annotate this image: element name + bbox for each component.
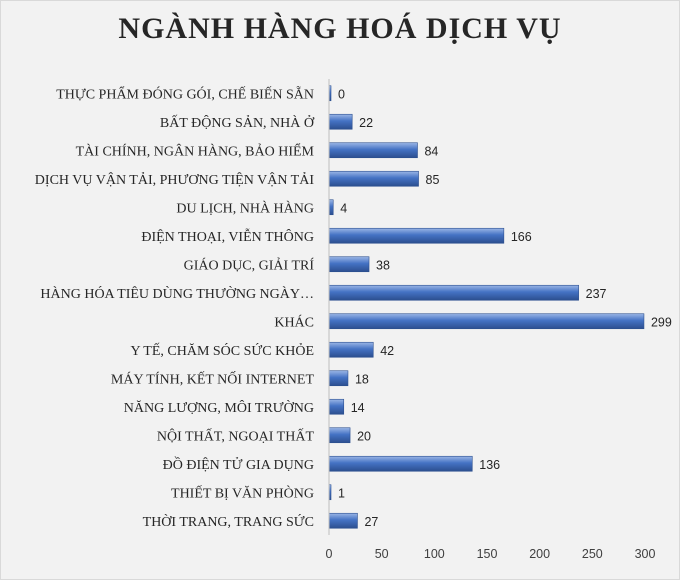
category-label: HÀNG HÓA TIÊU DÙNG THƯỜNG NGÀY… (40, 285, 314, 302)
bar (328, 341, 374, 358)
category-label: DỊCH VỤ VẬN TẢI, PHƯƠNG TIỆN VẬN TẢI (35, 171, 315, 188)
bar (328, 427, 351, 444)
bar (328, 284, 579, 301)
bar (328, 170, 419, 187)
value-label: 136 (479, 458, 500, 472)
bar (328, 256, 370, 273)
x-tick-label: 300 (635, 547, 656, 561)
x-tick-label: 100 (424, 547, 445, 561)
bar (328, 313, 645, 330)
category-label: THỰC PHẨM ĐÓNG GÓI, CHẾ BIẾN SẴN (56, 84, 314, 102)
value-label: 237 (586, 287, 607, 301)
value-label: 166 (511, 230, 532, 244)
bar (328, 398, 345, 415)
bar (328, 113, 353, 130)
value-label: 18 (355, 372, 369, 386)
category-label: THỜI TRANG, TRANG SỨC (143, 513, 314, 530)
x-tick-label: 50 (375, 547, 389, 561)
value-label: 22 (359, 116, 373, 130)
value-label: 27 (364, 515, 378, 529)
category-label: TÀI CHÍNH, NGÂN HÀNG, BẢO HIỂM (76, 142, 315, 159)
x-tick-label: 250 (582, 547, 603, 561)
bar (328, 142, 418, 159)
value-label: 85 (426, 173, 440, 187)
category-label: MÁY TÍNH, KẾT NỐI INTERNET (111, 369, 315, 387)
bar (328, 370, 349, 387)
bar (328, 227, 505, 244)
category-label: ĐỒ ĐIỆN TỬ GIA DỤNG (163, 455, 314, 473)
category-label: THIẾT BỊ VĂN PHÒNG (171, 484, 314, 501)
value-label: 299 (651, 315, 672, 329)
category-label: ĐIỆN THOẠI, VIỄN THÔNG (141, 227, 314, 245)
bar (328, 512, 358, 529)
bar (328, 455, 473, 472)
chart-title: NGÀNH HÀNG HOÁ DỊCH VỤ (118, 12, 562, 45)
value-label: 0 (338, 87, 345, 101)
value-label: 42 (380, 344, 394, 358)
category-label: BẤT ĐỘNG SẢN, NHÀ Ở (160, 114, 315, 131)
category-label: Y TẾ, CHĂM SÓC SỨC KHỎE (130, 342, 314, 359)
value-label: 84 (424, 144, 438, 158)
category-label: GIÁO DỤC, GIẢI TRÍ (184, 256, 315, 273)
x-tick-label: 200 (529, 547, 550, 561)
value-label: 20 (357, 429, 371, 443)
bar (328, 199, 334, 216)
plot-area: THỰC PHẨM ĐÓNG GÓI, CHẾ BIẾN SẴN 0 BẤT ĐỘN… (35, 79, 672, 561)
value-label: 1 (338, 486, 345, 500)
value-label: 38 (376, 258, 390, 272)
value-label: 14 (351, 401, 365, 415)
x-tick-label: 150 (477, 547, 498, 561)
x-tick-label: 0 (326, 547, 333, 561)
value-label: 4 (340, 201, 347, 215)
category-label: DU LỊCH, NHÀ HÀNG (176, 199, 314, 216)
category-label: NĂNG LƯỢNG, MÔI TRƯỜNG (124, 399, 314, 416)
category-label: KHÁC (274, 313, 314, 330)
category-label: NỘI THẤT, NGOẠI THẤT (157, 427, 315, 444)
